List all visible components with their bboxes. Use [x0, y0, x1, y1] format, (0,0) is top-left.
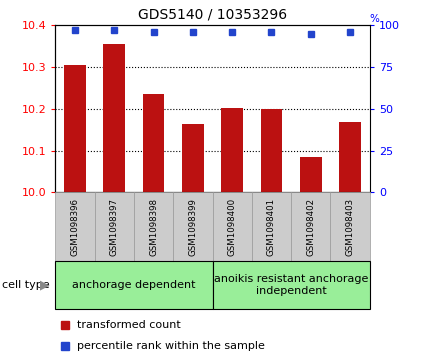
Text: transformed count: transformed count: [77, 321, 181, 330]
Bar: [252, 192, 291, 261]
Title: GDS5140 / 10353296: GDS5140 / 10353296: [138, 8, 287, 21]
Text: GSM1098398: GSM1098398: [149, 198, 158, 256]
Bar: [339, 122, 361, 192]
Bar: [55, 261, 212, 309]
Text: anchorage dependent: anchorage dependent: [72, 280, 196, 290]
Bar: [261, 109, 282, 192]
Text: GSM1098401: GSM1098401: [267, 198, 276, 256]
Bar: [212, 192, 252, 261]
Bar: [331, 192, 370, 261]
Text: cell type: cell type: [2, 280, 50, 290]
Bar: [300, 157, 322, 192]
Text: GSM1098400: GSM1098400: [228, 198, 237, 256]
Bar: [143, 94, 164, 192]
Text: GSM1098403: GSM1098403: [346, 198, 354, 256]
Bar: [94, 192, 134, 261]
Bar: [182, 123, 204, 192]
Bar: [64, 65, 86, 192]
Text: ▶: ▶: [40, 278, 49, 291]
Text: GSM1098397: GSM1098397: [110, 198, 119, 256]
Bar: [221, 108, 243, 192]
Bar: [173, 192, 212, 261]
Bar: [103, 44, 125, 192]
Text: GSM1098399: GSM1098399: [188, 198, 197, 256]
Bar: [212, 261, 370, 309]
Bar: [291, 192, 331, 261]
Text: anoikis resistant anchorage
independent: anoikis resistant anchorage independent: [214, 274, 368, 296]
Text: GSM1098396: GSM1098396: [71, 198, 79, 256]
Text: GSM1098402: GSM1098402: [306, 198, 315, 256]
Text: percentile rank within the sample: percentile rank within the sample: [77, 341, 265, 351]
Text: %: %: [370, 14, 380, 24]
Bar: [55, 192, 94, 261]
Bar: [134, 192, 173, 261]
